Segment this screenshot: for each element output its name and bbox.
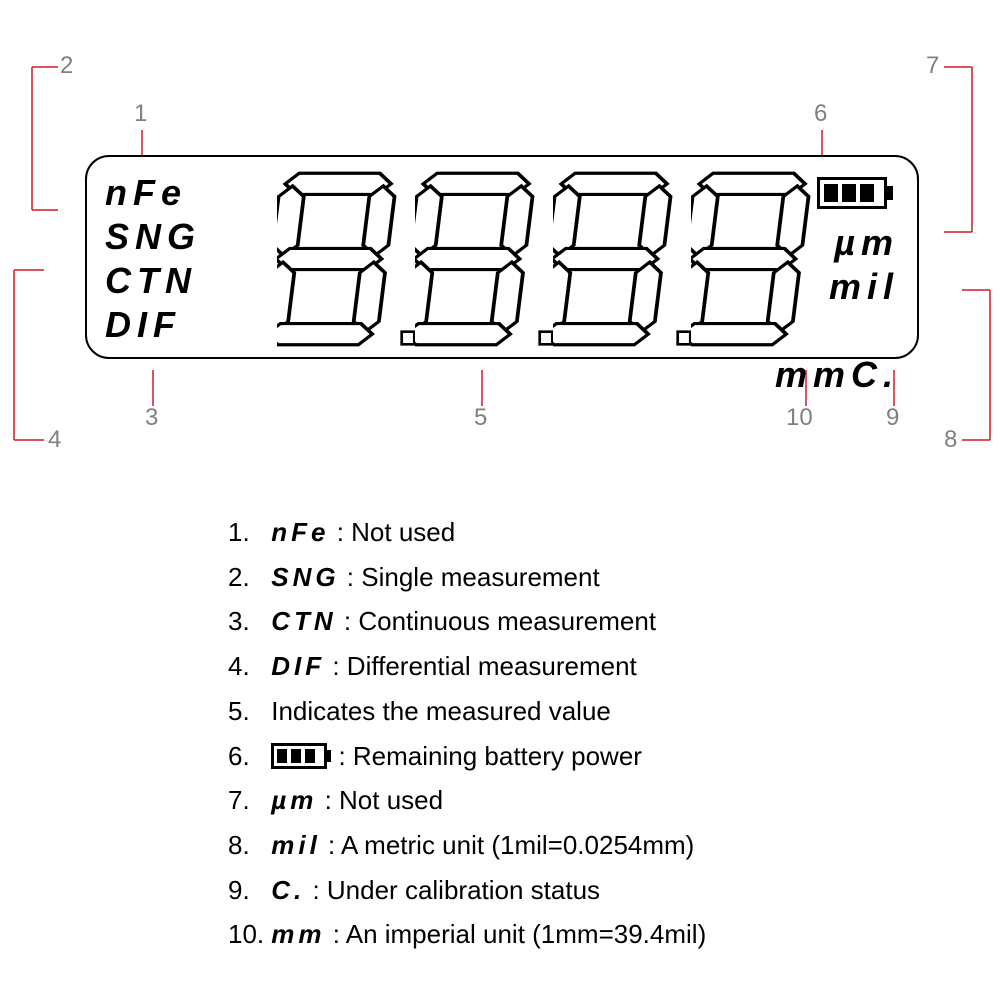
lcd-panel: nFe SNG CTN DIF µm mil mmC. [85,155,919,359]
label-nfe: nFe [105,171,201,215]
legend-row: 2. SNG : Single measurement [228,555,706,600]
legend-row: 10. mm : An imperial unit (1mm=39.4mil) [228,912,706,957]
callout-6: 6 [814,100,827,128]
legend-row: 6. : Remaining battery power [228,734,706,779]
legend-row: 1. nFe : Not used [228,510,706,555]
callout-5: 5 [474,404,487,432]
callout-1: 1 [134,100,147,128]
battery-icon-small [271,743,327,769]
seven-segment-display [277,169,817,349]
callout-8: 8 [944,426,957,454]
label-sng: SNG [105,215,201,259]
label-dif: DIF [105,303,201,347]
diagram-canvas: 1 2 3 4 5 6 7 8 9 10 nFe SNG CTN DIF µm … [0,0,1000,1000]
legend-row: 5. Indicates the measured value [228,689,706,734]
legend-row: 7. µm : Not used [228,778,706,823]
label-ctn: CTN [105,259,201,303]
battery-icon [817,177,887,209]
callout-2: 2 [60,52,73,80]
callout-4: 4 [48,426,61,454]
legend-row: 4. DIF : Differential measurement [228,644,706,689]
callout-7: 7 [926,52,939,80]
digit-2 [415,169,541,349]
lcd-left-labels: nFe SNG CTN DIF [105,171,201,347]
legend-row: 8. mil : A metric unit (1mil=0.0254mm) [228,823,706,868]
digit-4 [691,169,817,349]
legend-row: 9. C. : Under calibration status [228,868,706,913]
callout-3: 3 [145,404,158,432]
legend: 1. nFe : Not used2. SNG : Single measure… [228,510,706,957]
legend-row: 3. CTN : Continuous measurement [228,599,706,644]
digit-1 [277,169,403,349]
digit-3 [553,169,679,349]
